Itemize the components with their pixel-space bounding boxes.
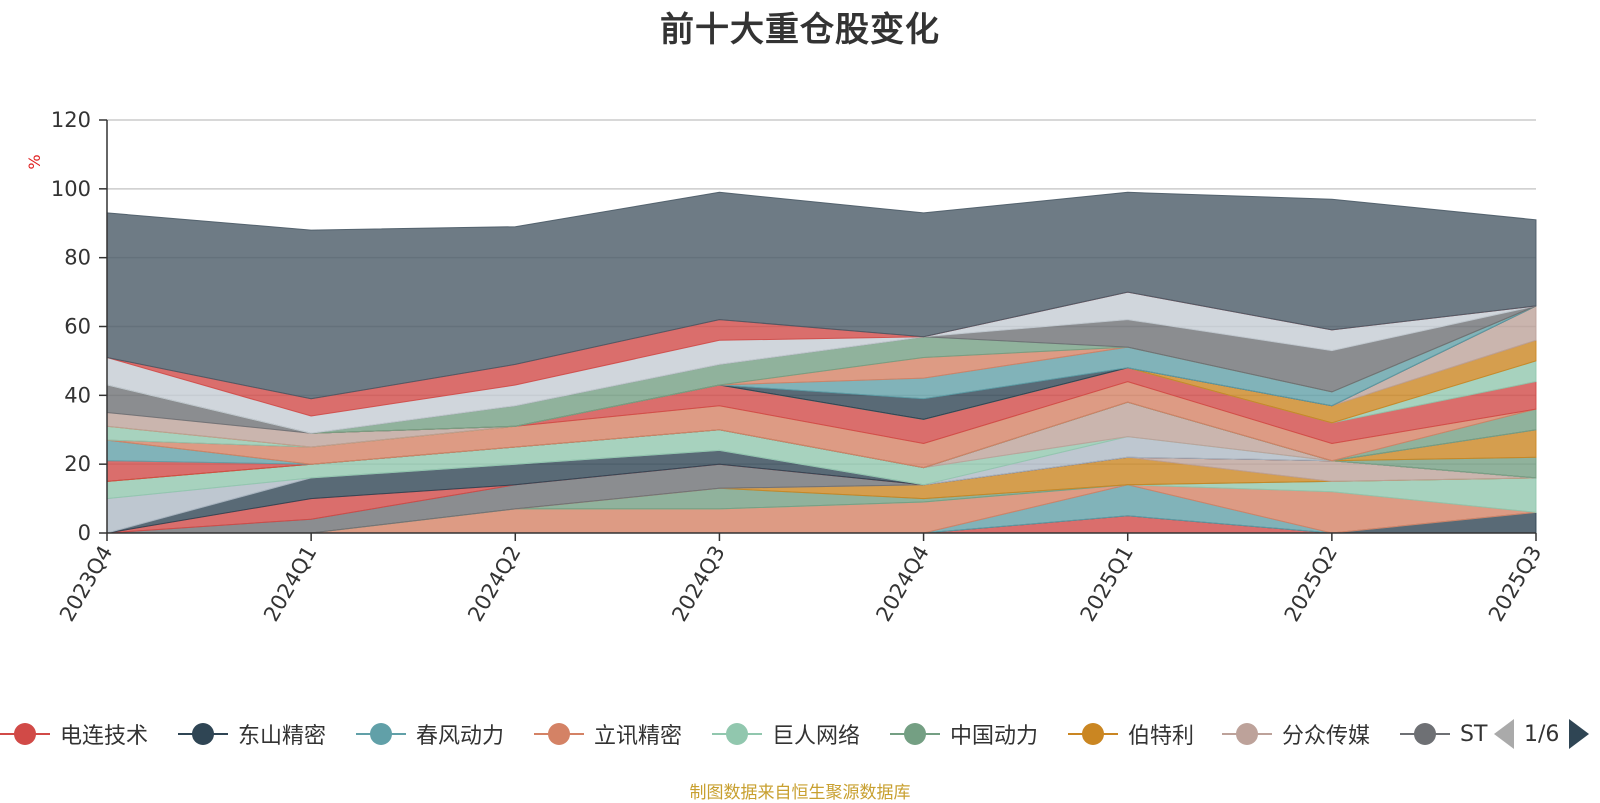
- x-axis-tick-label: 2025Q3: [1484, 542, 1546, 626]
- legend-label: 伯特利: [1128, 724, 1195, 749]
- y-axis-tick-label: 40: [64, 383, 91, 407]
- legend-item[interactable]: ST: [1400, 714, 1487, 754]
- legend-marker-icon: [712, 714, 762, 754]
- legend-label: ST: [1460, 721, 1488, 747]
- x-axis-tick-label: 2023Q4: [55, 542, 117, 626]
- legend-item[interactable]: 立讯精密: [534, 714, 682, 754]
- legend-page-indicator: 1/6: [1524, 721, 1560, 747]
- chart-title: 前十大重仓股变化: [660, 10, 940, 50]
- legend-label: 电连技术: [60, 724, 149, 749]
- legend-marker-icon: [534, 714, 584, 754]
- legend-item[interactable]: 分众传媒: [1222, 714, 1370, 754]
- x-axis-tick-label: 2025Q2: [1280, 542, 1342, 626]
- y-axis-tick-label: 80: [64, 246, 91, 270]
- x-axis-tick-label: 2024Q1: [259, 542, 321, 626]
- legend-marker-icon: [178, 714, 228, 754]
- y-axis-tick-label: 0: [78, 521, 91, 545]
- legend-item[interactable]: 巨人网络: [712, 714, 860, 754]
- legend: 电连技术 东山精密 春风动力 立讯精密 巨人网络 中国动力 伯特利 分众传媒 ST 1/6: [0, 714, 1600, 754]
- legend-pager: 1/6: [1490, 714, 1600, 754]
- legend-marker-icon: [890, 714, 940, 754]
- data-source-note: 制图数据来自恒生聚源数据库: [689, 783, 911, 803]
- triangle-right-icon[interactable]: [1569, 719, 1590, 749]
- legend-label: 春风动力: [416, 724, 505, 749]
- legend-item[interactable]: 东山精密: [178, 714, 326, 754]
- area-layer[interactable]: [106, 191, 1537, 534]
- y-axis-tick-label: 120: [51, 108, 91, 132]
- legend-label: 中国动力: [950, 724, 1039, 749]
- legend-marker-icon: [356, 714, 406, 754]
- legend-item[interactable]: 春风动力: [356, 714, 504, 754]
- x-axis-tick-label: 2024Q2: [463, 542, 525, 626]
- legend-label: 巨人网络: [772, 724, 861, 749]
- legend-label: 立讯精密: [594, 724, 683, 749]
- legend-marker-icon: [0, 714, 50, 754]
- x-axis-tick-label: 2025Q1: [1076, 542, 1138, 626]
- area-series-33[interactable]: [106, 191, 1537, 400]
- x-axis-tick-label: 2024Q4: [871, 542, 933, 626]
- chart-svg: 0 20 40 60 80 100 120 2023Q4 2024Q1 2024Q2 2024Q3 2…: [25, 108, 1546, 626]
- legend-marker-icon: [1400, 714, 1450, 754]
- legend-item[interactable]: 中国动力: [890, 714, 1038, 754]
- triangle-left-icon[interactable]: [1494, 719, 1514, 749]
- y-axis-unit-label: %: [25, 154, 44, 169]
- y-axis-tick-label: 100: [51, 177, 91, 201]
- x-axis-tick-label: 2024Q3: [667, 542, 729, 626]
- y-axis-tick-label: 20: [64, 452, 91, 476]
- legend-label: 分众传媒: [1282, 724, 1371, 749]
- legend-marker-icon: [1068, 714, 1118, 754]
- legend-label: 东山精密: [238, 724, 327, 749]
- y-axis-tick-label: 60: [64, 315, 91, 339]
- legend-item[interactable]: 伯特利: [1068, 714, 1194, 754]
- legend-marker-icon: [1222, 714, 1272, 754]
- legend-item[interactable]: 电连技术: [0, 714, 148, 754]
